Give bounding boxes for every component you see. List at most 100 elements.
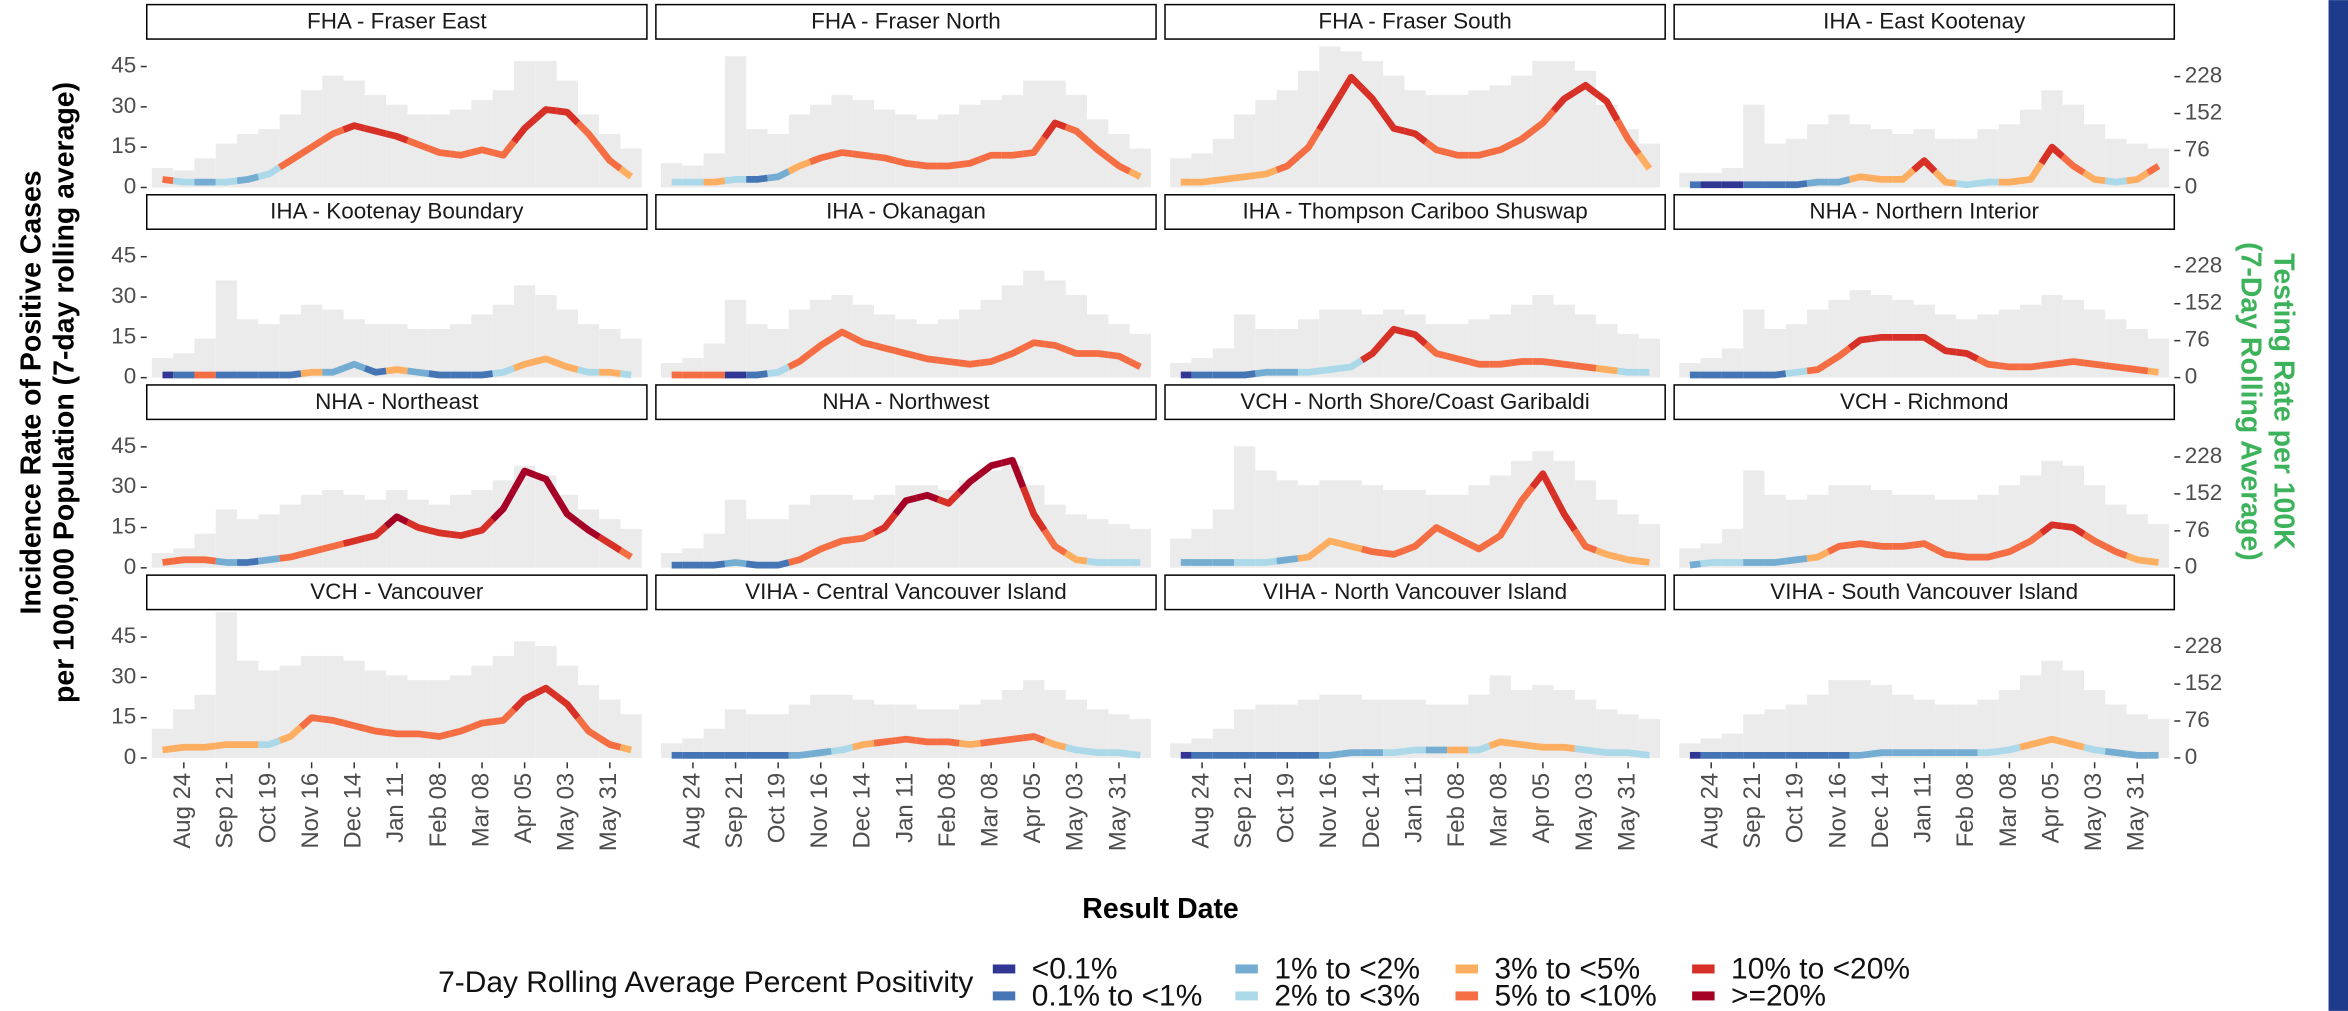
- incidence-line: [491, 139, 517, 159]
- incidence-line: [1977, 747, 2000, 757]
- testing-bar: [300, 304, 323, 378]
- incidence-line: [1446, 149, 1469, 159]
- x-tick-label: Feb 08: [1443, 773, 1470, 848]
- testing-bar: [831, 95, 853, 188]
- x-tick-label: Feb 08: [1952, 773, 1979, 848]
- testing-bar: [916, 119, 938, 188]
- testing-bar: [831, 494, 853, 568]
- testing-bar: [1532, 451, 1554, 568]
- x-tick-label: Apr 05: [1528, 773, 1555, 844]
- incidence-line: [2039, 521, 2064, 536]
- incidence-line: [767, 168, 791, 182]
- testing-bar: [322, 655, 344, 758]
- testing-bar: [1319, 309, 1341, 378]
- testing-bar: [173, 353, 195, 378]
- testing-bar: [492, 90, 514, 188]
- testing-bar: [1087, 519, 1109, 568]
- testing-bar: [746, 129, 768, 188]
- strip: [655, 194, 1157, 230]
- testing-bar: [788, 504, 811, 568]
- testing-bar: [237, 660, 259, 758]
- x-tick-label: Sep 21: [1739, 773, 1766, 849]
- testing-bar: [428, 680, 451, 758]
- incidence-line: [1700, 559, 1722, 568]
- x-tick-label: Oct 19: [1782, 773, 1809, 844]
- testing-bar: [556, 80, 578, 188]
- incidence-line: [449, 723, 473, 738]
- testing-bar: [1276, 704, 1298, 758]
- x-tick-label: Sep 21: [721, 773, 748, 849]
- testing-bar: [1956, 704, 1978, 758]
- y-tick-label: 0: [124, 744, 137, 769]
- incidence-line: [1423, 341, 1448, 360]
- testing-bar: [874, 704, 896, 758]
- incidence-line: [1892, 167, 1916, 183]
- incidence-line: [449, 529, 473, 539]
- strip: [146, 194, 648, 230]
- incidence-line: [1617, 749, 1640, 758]
- incidence-line: [342, 122, 366, 133]
- y2-tick-label: 228: [2185, 63, 2222, 88]
- testing-bar: [322, 490, 344, 568]
- incidence-line: [2125, 552, 2149, 565]
- incidence-line: [575, 120, 602, 150]
- incidence-line: [958, 359, 981, 368]
- testing-bar: [1828, 114, 1850, 188]
- incidence-line: [1614, 118, 1642, 156]
- x-tick-label: Aug 24: [169, 773, 196, 849]
- legend-swatch: [1692, 964, 1715, 974]
- incidence-line: [1574, 745, 1597, 755]
- incidence-line: [618, 547, 633, 560]
- testing-bar: [724, 499, 747, 568]
- panel-title: NHA - Northern Interior: [1809, 199, 2039, 224]
- testing-bar: [1553, 61, 1575, 188]
- incidence-line: [577, 366, 600, 376]
- incidence-line: [162, 176, 174, 185]
- incidence-line: [1977, 551, 2000, 561]
- legend-label: 5% to <10%: [1494, 979, 1656, 1011]
- testing-bar: [2147, 338, 2170, 378]
- incidence-line: [279, 551, 302, 562]
- incidence-line: [618, 165, 634, 180]
- panel-title: VIHA - South Vancouver Island: [1770, 579, 2078, 604]
- testing-bar: [1785, 138, 1808, 188]
- testing-bar: [1044, 280, 1066, 378]
- incidence-line: [916, 737, 938, 746]
- incidence-line: [1510, 358, 1533, 367]
- x-tick-label: Jan 11: [1910, 773, 1937, 843]
- incidence-line: [1043, 340, 1067, 353]
- incidence-line: [599, 368, 621, 377]
- x-tick-label: Oct 19: [763, 773, 790, 844]
- incidence-line: [2082, 169, 2106, 185]
- testing-bar: [279, 665, 301, 758]
- incidence-line: [1340, 749, 1362, 758]
- incidence-line: [1468, 742, 1491, 754]
- x-tick-label: Apr 05: [2037, 773, 2064, 844]
- legend-swatch: [1455, 964, 1478, 974]
- incidence-line: [1617, 367, 1639, 376]
- incidence-line: [1785, 555, 1808, 565]
- strip: [146, 384, 648, 421]
- testing-bar: [322, 309, 344, 378]
- incidence-line: [1468, 149, 1491, 159]
- incidence-line: [1806, 178, 1829, 187]
- testing-bar: [916, 485, 938, 568]
- incidence-line: [1316, 93, 1344, 132]
- legend-label: >=20%: [1731, 979, 1826, 1011]
- testing-bar: [1001, 95, 1024, 188]
- testing-bar: [279, 114, 301, 188]
- strip: [1164, 3, 1666, 40]
- incidence-line: [1019, 485, 1048, 533]
- testing-bar: [1998, 689, 2021, 758]
- incidence-line: [194, 556, 217, 565]
- testing-bar: [1383, 490, 1405, 568]
- incidence-line: [2083, 743, 2106, 755]
- incidence-line: [788, 750, 811, 759]
- testing-bar: [1319, 480, 1341, 568]
- legend-swatch: [1455, 991, 1478, 1001]
- testing-bar: [1297, 699, 1320, 758]
- x-tick-label: May 03: [553, 773, 580, 852]
- incidence-line: [1488, 141, 1513, 156]
- testing-bar: [1023, 680, 1045, 758]
- testing-bar: [831, 294, 853, 378]
